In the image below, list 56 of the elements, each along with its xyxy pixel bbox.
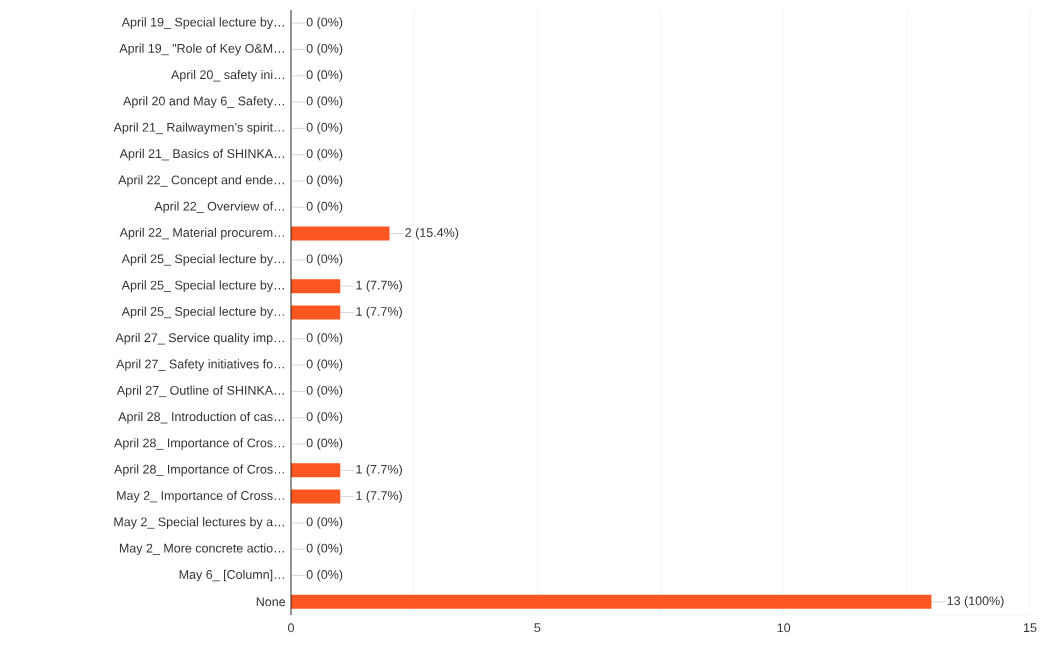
data-label: 0 (0%) xyxy=(306,254,343,266)
y-tick-label: April 22_ Material procurem… xyxy=(119,227,284,240)
bar xyxy=(291,489,341,504)
y-tick-label: None xyxy=(256,597,286,607)
y-tick-label: April 21_ Railwaymen’s spirit… xyxy=(113,122,284,135)
y-tick-label: May 2_ Special lectures by a… xyxy=(114,517,284,529)
data-label: 13 (100%) xyxy=(947,596,1004,608)
y-tick-label: May 2_ Importance of Cross… xyxy=(117,490,284,503)
y-tick-label: April 22_ Overview of… xyxy=(154,201,284,214)
data-label: 0 (0%) xyxy=(306,201,343,214)
x-tick-label: 0 xyxy=(288,623,294,633)
data-label: 0 (0%) xyxy=(306,411,343,424)
data-label: 0 (0%) xyxy=(306,17,343,29)
y-tick-label: April 22_ Concept and ende… xyxy=(118,175,284,187)
y-tick-label: April 25_ Special lecture by… xyxy=(121,280,284,293)
y-tick-label: April 27_ Service quality imp… xyxy=(115,332,284,345)
data-label: 0 (0%) xyxy=(306,43,343,56)
y-tick-label: April 28_ Introduction of cas… xyxy=(118,411,284,424)
y-tick-label: April 27_ Safety initiatives fo… xyxy=(116,359,284,371)
y-tick-label: April 25_ Special lecture by… xyxy=(121,254,284,266)
data-label: 0 (0%) xyxy=(306,175,343,187)
x-tick-label: 10 xyxy=(777,623,791,633)
data-label: 0 (0%) xyxy=(306,122,343,135)
bar xyxy=(291,594,932,609)
bar xyxy=(291,463,341,478)
bar xyxy=(291,305,341,320)
data-label: 1 (7.7%) xyxy=(356,306,402,319)
y-tick-label: April 20 and May 6_ Safety… xyxy=(123,96,284,108)
y-tick-label: April 28_ Importance of Cros… xyxy=(114,464,284,477)
data-label: 0 (0%) xyxy=(306,517,343,529)
y-tick-label: May 6_ [Column]… xyxy=(179,569,284,582)
data-label: 1 (7.7%) xyxy=(356,464,402,477)
data-label: 1 (7.7%) xyxy=(356,280,402,293)
data-label: 0 (0%) xyxy=(306,385,343,398)
y-tick-label: April 19_ Special lecture by… xyxy=(121,17,284,29)
data-label: 0 (0%) xyxy=(306,69,343,82)
x-tick-label: 5 xyxy=(534,623,541,633)
data-label: 0 (0%) xyxy=(306,148,343,161)
bar xyxy=(291,226,390,241)
y-tick-label: April 21_ Basics of SHINKA… xyxy=(119,148,284,161)
bar xyxy=(291,279,341,294)
data-label: 0 (0%) xyxy=(306,438,343,450)
y-tick-label: April 27_ Outline of SHINKA… xyxy=(116,385,284,398)
y-tick-label: May 2_ More concrete actio… xyxy=(119,543,284,556)
data-label: 1 (7.7%) xyxy=(356,490,402,503)
y-tick-label: April 25_ Special lecture by… xyxy=(121,306,284,319)
data-label: 0 (0%) xyxy=(306,332,343,345)
y-tick-label: April 28_ Importance of Cros… xyxy=(114,438,284,450)
y-tick-label: April 19_ "Role of Key O&M… xyxy=(119,43,284,56)
data-label: 0 (0%) xyxy=(306,569,343,582)
y-tick-label: April 20_ safety ini… xyxy=(171,69,284,82)
data-label: 0 (0%) xyxy=(306,359,343,371)
data-label: 2 (15.4%) xyxy=(405,227,459,240)
data-label: 0 (0%) xyxy=(306,96,343,108)
data-label: 0 (0%) xyxy=(306,543,343,556)
x-tick-label: 15 xyxy=(1024,623,1037,633)
